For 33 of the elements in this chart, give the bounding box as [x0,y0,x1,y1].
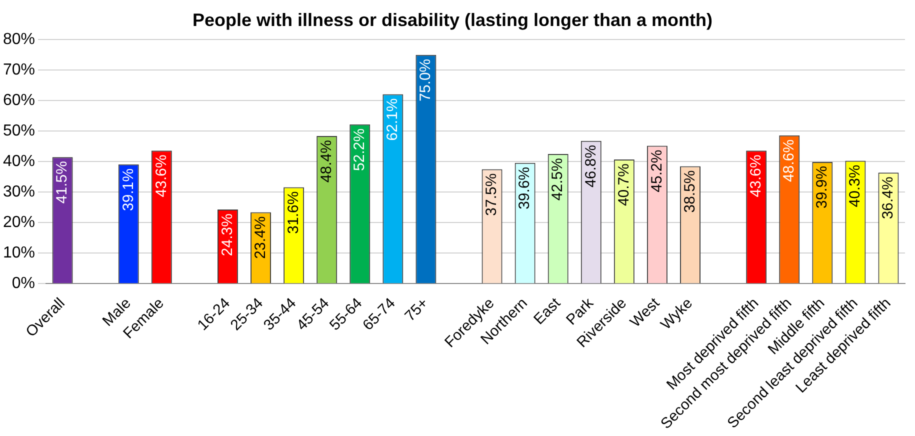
y-tick-label: 60% [2,92,36,110]
data-label: 43.6% [747,154,764,198]
data-label: 62.1% [384,98,402,141]
data-label: 45.2% [648,150,666,192]
data-label: 40.3% [846,164,864,208]
x-tick-label: 75+ [402,294,432,325]
y-tick-label: 70% [2,62,36,79]
data-label: 75.0% [417,58,434,102]
y-tick-label: 0% [12,275,36,292]
data-label: 39.1% [120,168,137,211]
y-tick-label: 10% [2,244,36,262]
data-label: 48.6% [780,139,798,182]
data-label: 41.5% [54,161,71,204]
data-label: 48.4% [318,140,335,183]
y-tick-label: 40% [2,153,36,170]
data-label: 43.6% [152,154,170,198]
data-label: 42.5% [549,158,566,201]
data-label: 24.3% [218,214,236,256]
y-tick-label: 50% [2,122,36,140]
data-label: 40.7% [615,164,632,206]
data-label: 39.9% [814,166,831,208]
data-label: 46.8% [582,144,600,188]
data-label: 23.4% [252,216,269,259]
chart-title: People with illness or disability (lasting longer than a month) [192,10,713,30]
data-label: 37.5% [483,173,500,216]
y-tick-label: 20% [2,214,36,232]
data-label: 38.5% [681,170,698,213]
data-label: 52.2% [351,128,368,171]
y-tick-label: 80% [2,31,36,48]
data-label: 31.6% [284,191,302,234]
data-label: 39.6% [516,166,534,210]
data-label: 36.4% [880,176,897,220]
y-tick-label: 30% [2,184,36,201]
